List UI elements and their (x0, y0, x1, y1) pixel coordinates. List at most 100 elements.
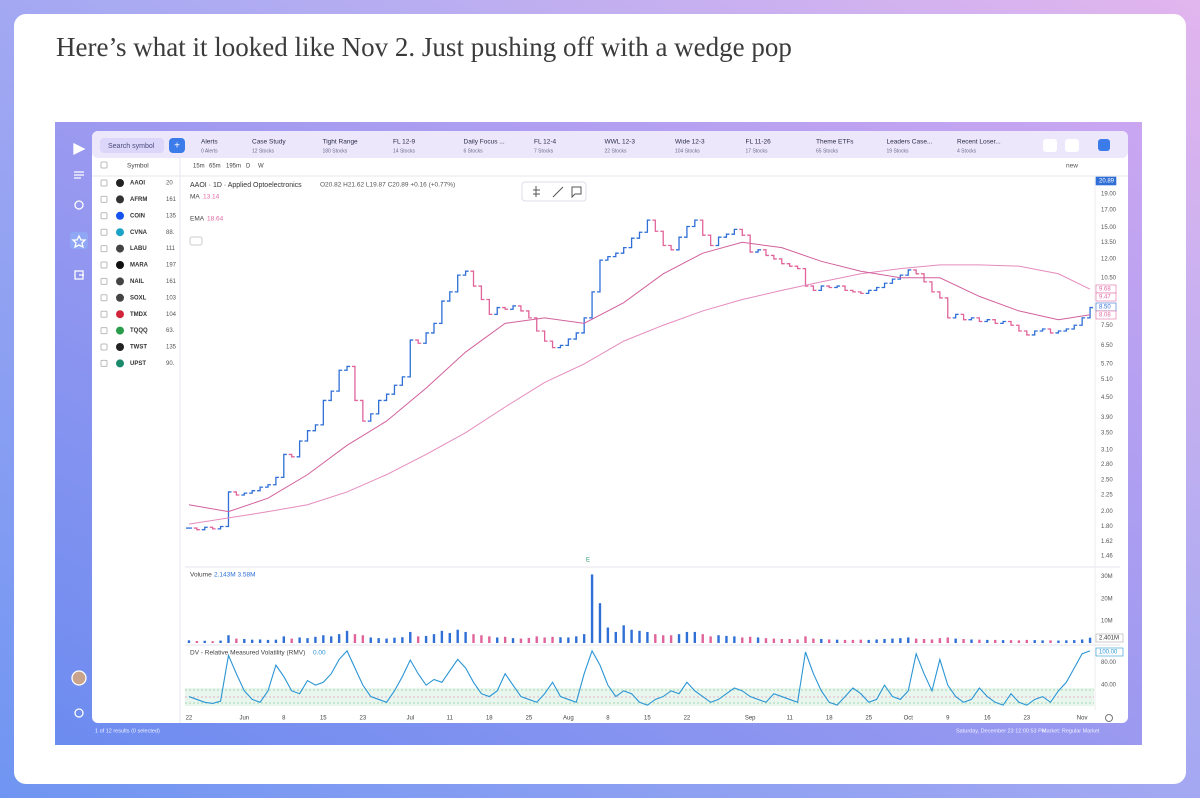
watchlist-price[interactable]: 135 (166, 213, 177, 219)
tab-subtitle[interactable]: 17 Stocks (746, 148, 768, 154)
price-bar (976, 317, 983, 323)
row-checkbox[interactable] (100, 327, 108, 335)
watchlist-symbol[interactable]: AAOI (130, 181, 145, 187)
tab-title[interactable]: Daily Focus ... (464, 139, 505, 146)
drawing-tools[interactable] (533, 186, 582, 199)
select-all-checkbox[interactable] (100, 161, 108, 169)
interval-button[interactable]: 65m (209, 164, 221, 170)
help-icon[interactable] (74, 708, 84, 718)
watchlist-price[interactable]: 104 (166, 312, 177, 318)
tab-subtitle[interactable]: 4 Stocks (957, 148, 977, 154)
search-placeholder[interactable]: Search symbol (108, 143, 155, 150)
tab-title[interactable]: FL 11-26 (746, 139, 772, 146)
tab-title[interactable]: WWL 12-3 (605, 139, 636, 146)
watchlist-symbol[interactable]: TQQQ (130, 328, 148, 334)
collapse-button[interactable] (189, 236, 203, 246)
tab-title[interactable]: FL 12-4 (534, 139, 557, 146)
tab-title[interactable]: FL 12-9 (393, 139, 416, 146)
watchlist-symbol[interactable]: TWST (130, 345, 147, 351)
watchlist-symbol[interactable]: AFRM (130, 197, 147, 203)
watchlist-symbol[interactable]: MARA (130, 263, 149, 269)
x-tick-label: 15 (644, 716, 651, 722)
row-checkbox[interactable] (100, 343, 108, 351)
tab-subtitle[interactable]: 12 Stocks (252, 148, 274, 154)
settings-icon[interactable] (1105, 714, 1113, 722)
row-checkbox[interactable] (100, 277, 108, 285)
tab-subtitle[interactable]: 180 Stocks (323, 148, 348, 154)
tab-title[interactable]: Leaders Case... (887, 139, 933, 146)
watchlist-symbol[interactable]: UPST (130, 361, 146, 367)
interval-button[interactable]: D (246, 164, 251, 170)
earnings-marker[interactable]: E (586, 558, 590, 564)
watchlist-symbol[interactable]: TMDX (130, 312, 147, 318)
watchlist-price[interactable]: 161 (166, 197, 177, 203)
volume-bar (187, 640, 191, 643)
x-button[interactable] (1065, 139, 1079, 152)
tab-subtitle[interactable]: 0 Alerts (201, 148, 218, 154)
watchlist-price[interactable]: 20 (166, 181, 173, 187)
row-checkbox[interactable] (100, 359, 108, 367)
volume-bar (685, 631, 689, 643)
rmv-value-label: 100.00 (1099, 650, 1118, 656)
row-checkbox[interactable] (100, 179, 108, 187)
row-checkbox[interactable] (100, 228, 108, 236)
view-toggle[interactable] (1098, 139, 1110, 151)
volume-bar (503, 636, 507, 643)
row-checkbox[interactable] (100, 195, 108, 203)
watchlist-symbol[interactable]: CVNA (130, 230, 148, 236)
watchlist-price[interactable]: 135 (166, 345, 177, 351)
alerts-icon[interactable] (74, 200, 84, 210)
volume-bar (804, 636, 807, 643)
add-button-label[interactable]: + (174, 141, 180, 152)
watchlist-symbol[interactable]: NAIL (130, 279, 144, 285)
row-checkbox[interactable] (100, 310, 108, 318)
row-checkbox[interactable] (100, 245, 108, 253)
row-checkbox[interactable] (100, 212, 108, 220)
volume-bar (519, 638, 523, 643)
menu-icon[interactable] (74, 171, 84, 179)
volume-bar (922, 639, 926, 643)
watchlist-symbol[interactable]: SOXL (130, 295, 147, 301)
price-bar (944, 297, 951, 319)
logo (73, 142, 86, 156)
watchlist-price[interactable]: 161 (166, 279, 177, 285)
tab-title[interactable]: Wide 12-3 (675, 139, 705, 146)
watchlist-icon[interactable] (71, 234, 87, 249)
tab-title[interactable]: Theme ETFs (816, 139, 854, 146)
add-button[interactable] (169, 138, 185, 153)
watchlist-price[interactable]: 197 (166, 263, 177, 269)
tab-subtitle[interactable]: 14 Stocks (393, 148, 415, 154)
interval-button[interactable]: 195m (226, 164, 241, 170)
row-checkbox[interactable] (100, 261, 108, 269)
watchlist-price[interactable]: 88. (166, 230, 175, 236)
price-bar (952, 313, 959, 319)
tab-subtitle[interactable]: 22 Stocks (605, 148, 627, 154)
tab-title[interactable]: Alerts (201, 139, 218, 146)
tab-subtitle[interactable]: 7 Stocks (534, 148, 554, 154)
watchlist-icon-bg[interactable] (70, 232, 88, 249)
watchlist-price[interactable]: 90. (166, 361, 175, 367)
tab-subtitle[interactable]: 104 Stocks (675, 148, 700, 154)
search-box[interactable] (100, 138, 164, 153)
watchlist-price[interactable]: 63. (166, 328, 175, 334)
row-checkbox[interactable] (100, 294, 108, 302)
tab-title[interactable]: Recent Loser... (957, 139, 1001, 146)
screener-icon[interactable] (74, 270, 84, 280)
volume-bar (638, 630, 641, 643)
tab-title[interactable]: Case Study (252, 139, 286, 146)
tab-subtitle[interactable]: 19 Stocks (887, 148, 909, 154)
tab-subtitle[interactable]: 65 Stocks (816, 148, 838, 154)
price-label-box (1095, 310, 1117, 320)
layout-button[interactable]: new (1066, 163, 1078, 170)
avatar[interactable] (71, 670, 87, 686)
watchlist-symbol[interactable]: COIN (130, 213, 145, 219)
watchlist-symbol[interactable]: LABU (130, 246, 147, 252)
watchlist-price[interactable]: 103 (166, 295, 177, 301)
tab-title[interactable]: Tight Range (323, 139, 359, 146)
watchlist-price[interactable]: 111 (166, 246, 176, 252)
price-bar (217, 525, 224, 530)
tab-subtitle[interactable]: 6 Stocks (464, 148, 484, 154)
share-button[interactable] (1043, 139, 1057, 152)
interval-button[interactable]: W (258, 164, 264, 170)
interval-button[interactable]: 15m (193, 164, 205, 170)
